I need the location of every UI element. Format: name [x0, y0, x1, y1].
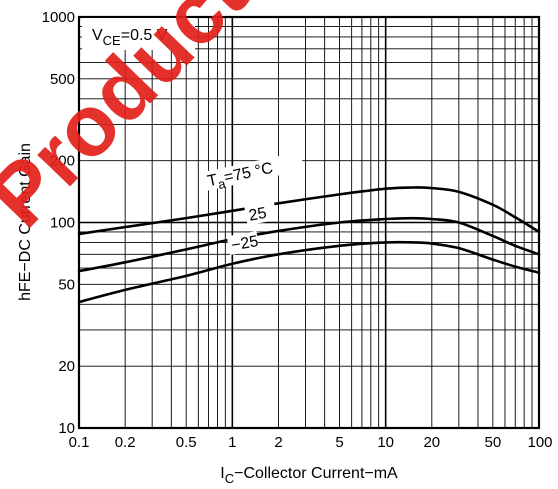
x-tick-label: 1 — [228, 434, 236, 451]
x-tick-label: 0.2 — [115, 434, 136, 451]
y-tick-label: 200 — [50, 153, 75, 170]
condition-box: VCE=0.5 V — [82, 18, 195, 50]
y-tick-label: 1000 — [42, 9, 75, 26]
x-tick-label: 0.1 — [69, 434, 90, 451]
label-ta-25c: 25 — [248, 205, 269, 225]
series-layer — [77, 186, 541, 304]
series-ta-neg25c — [77, 240, 541, 304]
label-backdrop — [244, 201, 278, 226]
plot-frame — [77, 15, 541, 430]
y-tick-label: 10 — [58, 420, 75, 437]
series-ta-25c — [77, 216, 541, 273]
y-axis-title: hFE−DC Current Gain — [17, 143, 34, 301]
x-tick-label: 5 — [335, 434, 343, 451]
label-backdrop — [202, 151, 305, 191]
label-backdrop — [226, 231, 260, 256]
y-tick-label: 50 — [58, 276, 75, 293]
x-tick-label: 10 — [377, 434, 394, 451]
series-ta-75c — [77, 186, 541, 236]
x-tick-label: 100 — [527, 434, 552, 451]
x-axis-title: IC−Collector Current−mA — [220, 465, 398, 486]
y-tick-label: 20 — [58, 358, 75, 375]
y-tick-label: 500 — [50, 71, 75, 88]
y-tick-label: 100 — [50, 215, 75, 232]
x-tick-label: 0.5 — [176, 434, 197, 451]
label-ta-neg25c: −25 — [230, 233, 260, 254]
labels-layer: Ta=75 °C25−25 — [202, 151, 305, 256]
x-tick-label: 50 — [484, 434, 501, 451]
condition-text: VCE=0.5 V — [92, 27, 168, 48]
x-tick-label: 2 — [274, 434, 282, 451]
x-tick-label: 20 — [423, 434, 440, 451]
